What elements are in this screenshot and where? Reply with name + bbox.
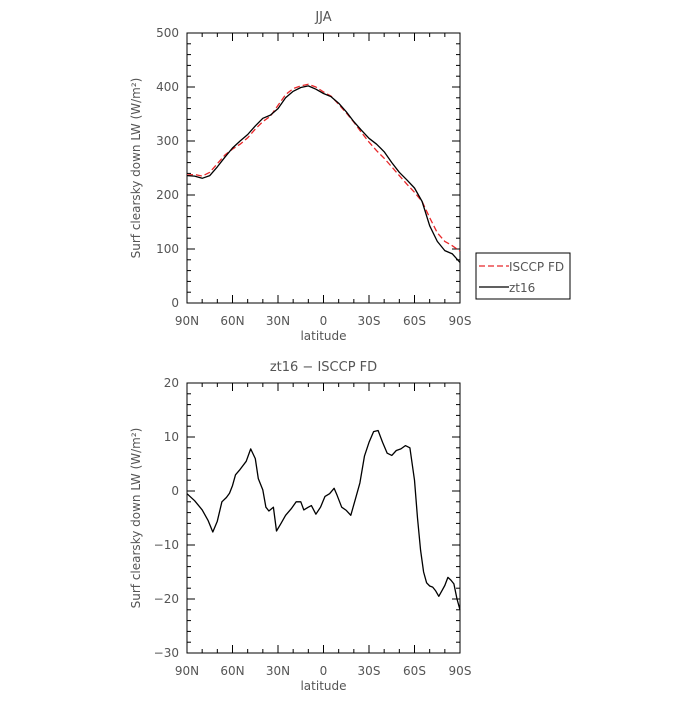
y-tick-label: 0 — [171, 296, 179, 310]
series-line-isccp-fd — [186, 83, 461, 252]
y-axis-label: Surf clearsky down LW (W/m²) — [129, 78, 143, 259]
x-tick-label: 60N — [220, 314, 244, 328]
y-axis-label: Surf clearsky down LW (W/m²) — [129, 428, 143, 609]
x-tick-label: 90S — [449, 314, 472, 328]
x-tick-label: 0 — [320, 314, 328, 328]
x-tick-label: 30N — [266, 314, 290, 328]
y-tick-label: 0 — [171, 484, 179, 498]
y-tick-label: −20 — [154, 592, 179, 606]
x-tick-label: 0 — [320, 664, 328, 678]
chart-panel-2: 90N 60N 30N 0 30S 60S 90S −30 −20 −10 0 10 20 zt16 − … — [129, 360, 471, 693]
plot-frame — [186, 32, 461, 304]
x-axis-label: latitude — [300, 679, 346, 693]
y-tick-label: 100 — [156, 242, 179, 256]
y-tick-label: 300 — [156, 134, 179, 148]
x-tick-label: 30S — [358, 664, 381, 678]
x-tick-label: 60S — [403, 314, 426, 328]
series-line-diff-0 — [186, 429, 461, 610]
x-tick-label: 30N — [266, 664, 290, 678]
x-tick-label: 60N — [220, 664, 244, 678]
legend: ISCCP FD zt16 — [475, 252, 571, 300]
legend-label: zt16 — [509, 281, 535, 295]
x-tick-label: 90N — [175, 664, 199, 678]
x-tick-label: 90N — [175, 314, 199, 328]
y-tick-label: 20 — [164, 376, 179, 390]
y-tick-label: −10 — [154, 538, 179, 552]
y-tick-label: 500 — [156, 26, 179, 40]
chart-title: JJA — [314, 10, 331, 25]
x-tick-label: 30S — [358, 314, 381, 328]
y-tick-label: 400 — [156, 80, 179, 94]
y-tick-label: 200 — [156, 188, 179, 202]
series-line-zt16 — [186, 85, 461, 263]
y-tick-label: −30 — [154, 646, 179, 660]
y-tick-label: 10 — [164, 430, 179, 444]
legend-label: ISCCP FD — [509, 260, 564, 274]
x-tick-label: 90S — [449, 664, 472, 678]
legend-box — [475, 252, 571, 300]
x-axis-label: latitude — [300, 329, 346, 343]
chart-panel-1: 90N 60N 30N 0 30S 60S 90S 0 100 200 300 400 500 JJA la… — [129, 10, 571, 343]
plot-frame — [186, 382, 461, 654]
chart-title: zt16 − ISCCP FD — [270, 360, 377, 375]
x-tick-label: 60S — [403, 664, 426, 678]
